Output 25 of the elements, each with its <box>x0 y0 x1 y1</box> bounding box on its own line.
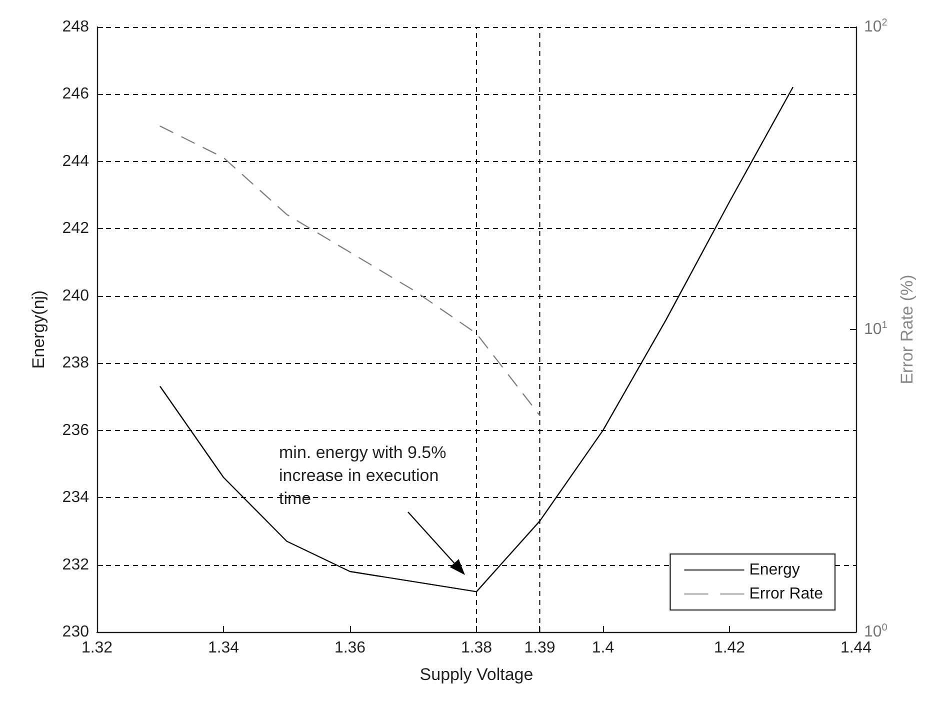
x-tick-label: 1.44 <box>840 640 872 656</box>
y-axis-title: Energy(nj) <box>29 290 48 369</box>
y-tick-label: 246 <box>62 86 90 103</box>
y-tick-label: 234 <box>62 489 90 506</box>
x-tick-label: 1.38 <box>460 640 492 656</box>
legend-label: Error Rate <box>749 586 824 602</box>
line-series <box>160 126 540 416</box>
x-axis-title: Supply Voltage <box>420 665 534 684</box>
y-tick-label: 232 <box>62 556 90 574</box>
y-tick-label: 238 <box>62 354 90 372</box>
y-tick-label: 230 <box>62 624 90 640</box>
y-tick-label: 240 <box>62 287 90 304</box>
x-tick-label: 1.42 <box>714 640 746 656</box>
y-tick-label: 236 <box>62 422 90 439</box>
annotation: min. energy with 9.5% increase in execution time <box>279 443 451 508</box>
y2-axis-title: Error Rate (%) <box>897 274 916 384</box>
x-tick-label: 1.39 <box>524 640 556 656</box>
x-tick-label: 1.32 <box>81 640 113 656</box>
y-tick-label: 244 <box>62 152 90 170</box>
y-tick-label: 248 <box>62 18 90 36</box>
x-tick-label: 1.4 <box>592 640 614 656</box>
x-tick-label: 1.36 <box>334 640 366 656</box>
legend-label: Energy <box>749 562 800 578</box>
x-tick-label: 1.34 <box>208 640 240 656</box>
y-tick-label: 242 <box>62 220 90 238</box>
